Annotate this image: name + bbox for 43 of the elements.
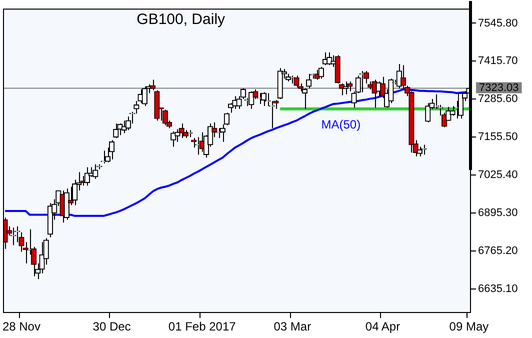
ref-line-label: 7323.03 <box>479 82 519 94</box>
candlestick <box>134 100 140 114</box>
series-label: MA(50) <box>321 117 361 132</box>
candlestick <box>458 92 464 120</box>
candlestick <box>294 75 300 88</box>
candlestick <box>10 227 16 246</box>
y-tick-label: 6895.30 <box>478 206 518 219</box>
candlestick <box>260 92 267 106</box>
candlestick <box>342 80 349 95</box>
y-tick-label: 7545.80 <box>478 17 518 30</box>
candlestick <box>108 140 115 160</box>
y-tick-label: 6635.10 <box>478 282 518 295</box>
candlestick <box>388 78 394 104</box>
y-tick-label: 6765.20 <box>478 244 518 257</box>
x-tick-label: 30 Dec <box>92 320 131 334</box>
candlestick <box>117 122 123 136</box>
candlestick <box>142 86 148 106</box>
y-tick-label: 7155.50 <box>478 131 518 144</box>
x-tick-label: 03 Mar <box>274 320 312 334</box>
chart-title: GB100, Daily <box>136 11 226 28</box>
candlestick <box>347 80 353 92</box>
candlestick <box>450 105 456 116</box>
candlestick <box>84 166 90 186</box>
candlestick <box>425 102 431 123</box>
candlestick <box>326 52 332 66</box>
candlestick <box>162 109 168 126</box>
candlestick <box>125 116 132 131</box>
candlestick <box>113 122 119 139</box>
y-tick-label: 7415.70 <box>478 55 518 68</box>
x-tick-label: 28 Nov <box>2 320 40 334</box>
x-tick-label: 09 May <box>449 320 489 334</box>
candlestick <box>138 88 144 104</box>
candlestick <box>224 112 230 126</box>
candlestick <box>150 79 156 91</box>
x-tick-label: 04 Apr <box>365 320 400 334</box>
candlestick <box>318 66 324 80</box>
y-tick-label: 7285.60 <box>478 93 518 106</box>
candlestick <box>306 73 312 89</box>
candlestick <box>302 88 308 110</box>
candlestick <box>64 188 70 220</box>
candlestick <box>178 122 184 139</box>
y-tick-label: 7025.40 <box>478 169 518 181</box>
x-tick-label: 01 Feb 2017 <box>168 320 236 334</box>
